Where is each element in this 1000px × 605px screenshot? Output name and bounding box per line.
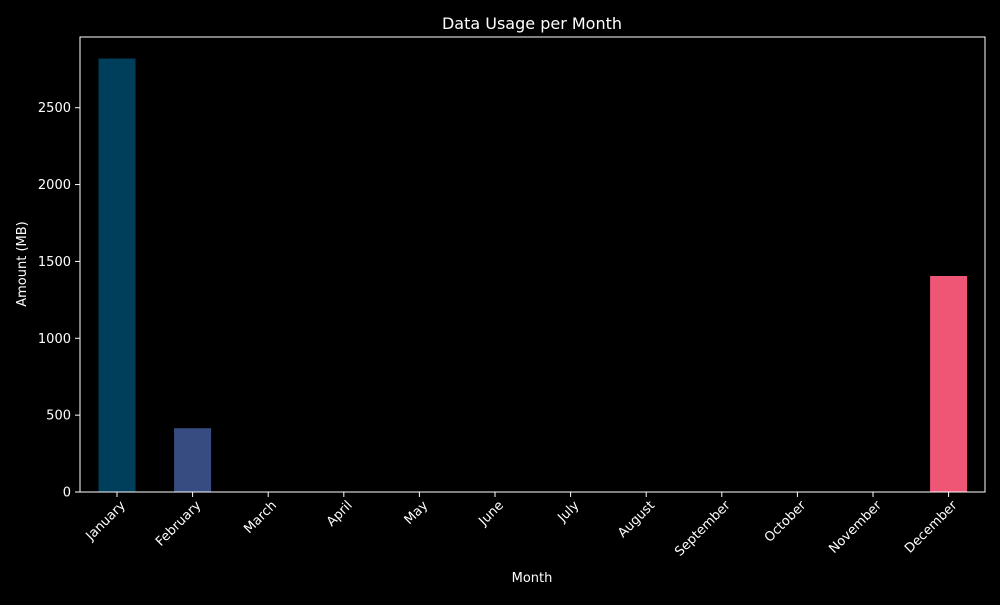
- y-tick-label: 1500: [38, 255, 71, 270]
- bars-group: [98, 58, 968, 492]
- x-axis-label: Month: [512, 571, 553, 586]
- bar-december: [930, 276, 968, 492]
- bar-january: [98, 58, 136, 492]
- y-tick-label: 1000: [38, 332, 71, 347]
- y-tick-label: 2000: [38, 178, 71, 193]
- y-axis-label: Amount (MB): [15, 221, 30, 307]
- y-tick-label: 2500: [38, 101, 71, 116]
- plot-frame: [79, 36, 986, 493]
- y-axis-ticks: 0 500 1000 1500 2000 2500: [38, 101, 80, 501]
- bar-february: [174, 428, 212, 492]
- y-tick-label: 500: [46, 409, 71, 424]
- y-tick-label: 0: [63, 486, 71, 501]
- chart-title: Data Usage per Month: [442, 14, 622, 33]
